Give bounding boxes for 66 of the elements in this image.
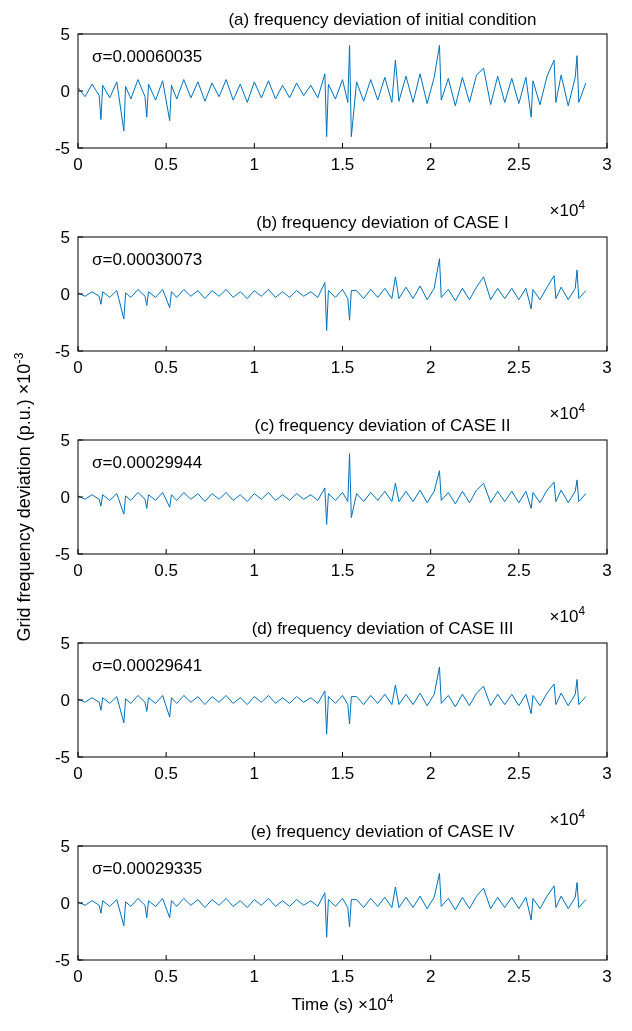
- chart-title: (c) frequency deviation of CASE II: [254, 416, 511, 435]
- chart-title: (b) frequency deviation of CASE I: [256, 213, 509, 232]
- x-tick-label: 0: [73, 155, 83, 174]
- x-tick-label: 1.5: [330, 967, 355, 986]
- x-tick-label: 3: [602, 561, 612, 580]
- x-tick-label: 2.5: [507, 358, 531, 377]
- y-tick-label: 0: [60, 894, 70, 913]
- x-tick-label: 2: [425, 155, 436, 174]
- y-tick-label: 5: [60, 25, 70, 44]
- y-tick-label: -5: [54, 139, 70, 158]
- x-tick-label: 0: [73, 561, 83, 580]
- y-tick-label: 0: [60, 82, 70, 101]
- chart-title: (d) frequency deviation of CASE III: [251, 619, 514, 638]
- x-tick-label: 3: [602, 155, 612, 174]
- x-tick-label: 0: [73, 967, 83, 986]
- x-tick-label: 0.5: [154, 764, 178, 783]
- x-tick-label: 0: [73, 764, 83, 783]
- x-tick-label: 1: [249, 155, 260, 174]
- x-tick-label: 2.5: [507, 764, 531, 783]
- y-tick-label: 5: [60, 431, 70, 450]
- x-tick-label: 2.5: [507, 561, 531, 580]
- x-tick-label: 1.5: [330, 764, 355, 783]
- y-tick-label: -5: [54, 951, 70, 970]
- text: ×10$^{4}$: [549, 401, 586, 423]
- x-tick-label: 3: [602, 967, 612, 986]
- y-tick-label: 5: [60, 634, 70, 653]
- y-tick-label: 0: [60, 488, 70, 507]
- x-tick-label: 1.5: [330, 155, 355, 174]
- chart-title: (a) frequency deviation of initial condition: [228, 10, 537, 29]
- y-tick-label: 5: [60, 837, 70, 856]
- y-tick-label: -5: [54, 748, 70, 767]
- x-tick-label: 3: [602, 358, 612, 377]
- chart-title: (e) frequency deviation of CASE IV: [250, 822, 515, 841]
- x-tick-label: 2: [425, 358, 436, 377]
- text: ×10$^{4}$: [549, 807, 586, 829]
- text: ×10$^{4}$: [549, 604, 586, 626]
- x-tick-label: 2: [425, 561, 436, 580]
- annotation: σ=0.00029335: [92, 859, 203, 878]
- x-tick-label: 1: [249, 967, 260, 986]
- x-tick-label: 1: [249, 358, 260, 377]
- y-tick-label: 0: [60, 285, 70, 304]
- x-tick-label: 0.5: [154, 358, 178, 377]
- x-tick-label: 2.5: [507, 967, 531, 986]
- y-tick-label: -5: [54, 545, 70, 564]
- x-tick-label: 0.5: [154, 967, 178, 986]
- x-tick-label: 1.5: [330, 561, 355, 580]
- annotation: σ=0.00060035: [92, 47, 203, 66]
- text: ×10$^{4}$: [549, 198, 586, 220]
- x-tick-label: 2.5: [507, 155, 531, 174]
- x-axis-title: Time (s) ×10$^{4}$: [291, 992, 394, 1014]
- line-series: [78, 44, 587, 138]
- y-tick-label: 5: [60, 228, 70, 247]
- x-tick-label: 2: [425, 764, 436, 783]
- y-tick-label: -5: [54, 342, 70, 361]
- x-tick-label: 0: [73, 358, 83, 377]
- annotation: σ=0.00030073: [92, 250, 203, 269]
- x-tick-label: 3: [602, 764, 612, 783]
- x-tick-label: 1: [249, 764, 260, 783]
- x-tick-label: 0.5: [154, 155, 178, 174]
- annotation: σ=0.00029944: [92, 453, 203, 472]
- x-tick-label: 1.5: [330, 358, 355, 377]
- x-tick-label: 1: [249, 561, 260, 580]
- x-tick-label: 2: [425, 967, 436, 986]
- annotation: σ=0.00029641: [92, 656, 203, 675]
- x-tick-label: 0.5: [154, 561, 178, 580]
- y-tick-label: 0: [60, 691, 70, 710]
